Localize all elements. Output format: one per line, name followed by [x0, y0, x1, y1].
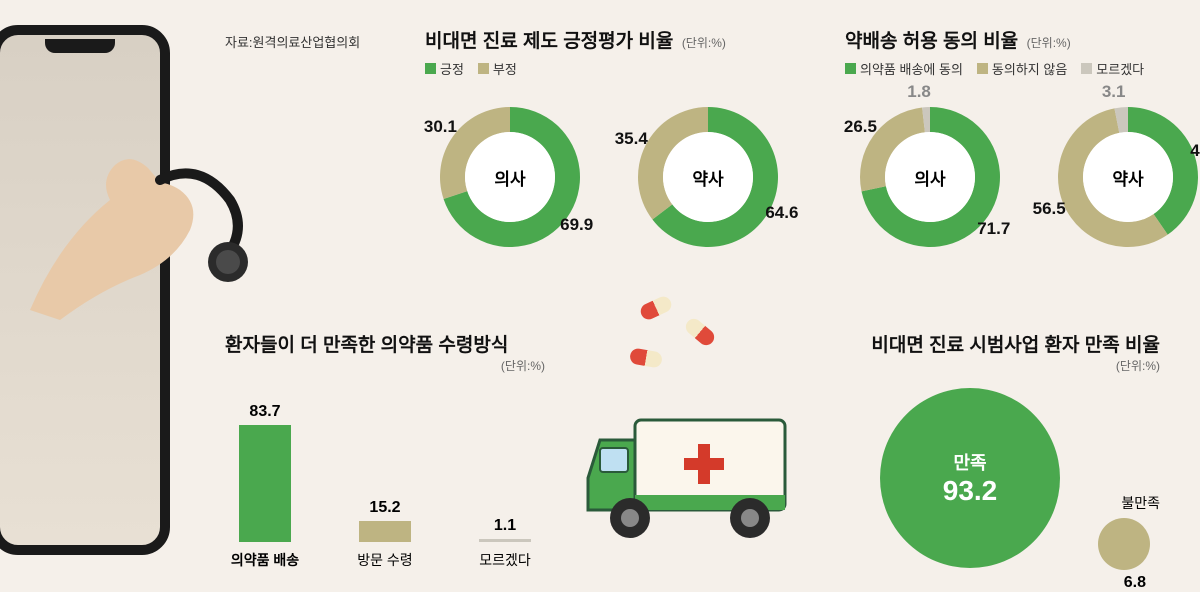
legend-item: 부정 — [478, 59, 517, 78]
donut-value: 40.4 — [1190, 141, 1200, 161]
bubble-satisfied: 만족 93.2 — [880, 388, 1060, 568]
donut-value: 56.5 — [1033, 199, 1066, 219]
chart-d-title: 비대면 진료 시범사업 환자 만족 비율 — [871, 330, 1160, 357]
chart-d-block: 비대면 진료 시범사업 환자 만족 비율 (단위:%) 만족 93.2 불만족 … — [870, 330, 1160, 588]
chart-d-unit: (단위:%) — [874, 357, 1160, 374]
chart-a-block: 비대면 진료 제도 긍정평가 비율 (단위:%) 긍정 부정 의사69.9 30.1… — [425, 26, 825, 262]
chart-c-unit: (단위:%) — [229, 357, 545, 374]
chart-c-bars: 83.7 의약품 배송 15.2 방문 수령 1.1 모르겠다 — [225, 390, 545, 570]
chart-c-block: 환자들이 더 만족한 의약품 수령방식 (단위:%) 83.7 의약품 배송 1… — [225, 330, 545, 570]
donut-value: 3.1 — [1102, 82, 1126, 102]
bar-label: 의약품 배송 — [231, 550, 299, 570]
bar-value: 1.1 — [494, 517, 516, 535]
data-source: 자료:원격의료산업협의회 — [225, 32, 360, 51]
donut: 의사69.9 30.1 — [425, 92, 595, 262]
bar-label: 방문 수령 — [357, 550, 412, 570]
donut: 약사64.635.4 — [623, 92, 793, 262]
legend-label: 긍정 — [440, 59, 464, 78]
bar-value: 15.2 — [369, 499, 400, 517]
bar-column: 15.2 방문 수령 — [345, 499, 425, 570]
legend-label: 부정 — [493, 59, 517, 78]
legend-swatch — [845, 63, 856, 74]
bubble-unsatisfied — [1098, 518, 1150, 570]
chart-b-title: 약배송 허용 동의 비율 — [845, 26, 1018, 53]
donut-value: 64.6 — [765, 203, 798, 223]
bubble-satisfied-value: 93.2 — [943, 475, 998, 507]
chart-b-legend: 의약품 배송에 동의 동의하지 않음 모르겠다 — [845, 59, 1195, 78]
chart-b-block: 약배송 허용 동의 비율 (단위:%) 의약품 배송에 동의 동의하지 않음 모르겠… — [845, 26, 1195, 262]
donut-value: 35.4 — [615, 129, 648, 149]
bar-value: 83.7 — [249, 403, 280, 421]
bar-rect — [479, 539, 531, 542]
donut-value: 69.9 — [560, 215, 593, 235]
bubble-unsatisfied-value: 6.8 — [1124, 574, 1146, 592]
bubble-satisfied-label: 만족 — [953, 449, 986, 475]
donut-center-label: 약사 — [1083, 132, 1173, 222]
legend-label: 모르겠다 — [1096, 59, 1144, 78]
legend-swatch — [1081, 63, 1092, 74]
legend-item: 의약품 배송에 동의 — [845, 59, 963, 78]
bar-label: 모르겠다 — [479, 550, 531, 570]
chart-b-unit: (단위:%) — [1027, 36, 1071, 50]
bar-column: 1.1 모르겠다 — [465, 517, 545, 570]
donut-value: 30.1 — [424, 117, 457, 137]
chart-a-donut-row: 의사69.930.1 약사64.635.4 — [425, 92, 825, 262]
legend-item: 동의하지 않음 — [977, 59, 1067, 78]
chart-a-legend: 긍정 부정 — [425, 59, 825, 78]
legend-label: 동의하지 않음 — [992, 59, 1067, 78]
legend-item: 긍정 — [425, 59, 464, 78]
hand-stethoscope-illustration — [0, 90, 260, 350]
chart-c-title: 환자들이 더 만족한 의약품 수령방식 — [225, 330, 508, 357]
chart-b-donut-row: 의사71.726.51.8 약사40.456.53.1 — [845, 92, 1195, 262]
bar-rect — [239, 425, 291, 542]
donut-value: 26.5 — [844, 117, 877, 137]
legend-swatch — [977, 63, 988, 74]
donut: 의사71.726.51.8 — [845, 92, 1015, 262]
donut-center-label: 약사 — [663, 132, 753, 222]
ambulance-illustration — [580, 400, 820, 555]
bar-column: 83.7 의약품 배송 — [225, 403, 305, 570]
donut-value: 1.8 — [907, 82, 931, 102]
legend-item: 모르겠다 — [1081, 59, 1144, 78]
legend-swatch — [478, 63, 489, 74]
donut-center-label: 의사 — [465, 132, 555, 222]
chart-d-bubbles: 만족 93.2 불만족 6.8 — [870, 388, 1160, 588]
donut: 약사40.456.53.1 — [1043, 92, 1200, 262]
legend-label: 의약품 배송에 동의 — [860, 59, 963, 78]
donut-center-label: 의사 — [885, 132, 975, 222]
chart-a-unit: (단위:%) — [682, 36, 726, 50]
bubble-unsatisfied-label: 불만족 — [1121, 493, 1160, 513]
donut-value: 71.7 — [977, 219, 1010, 239]
chart-a-title: 비대면 진료 제도 긍정평가 비율 — [425, 26, 673, 53]
bar-rect — [359, 521, 411, 542]
legend-swatch — [425, 63, 436, 74]
